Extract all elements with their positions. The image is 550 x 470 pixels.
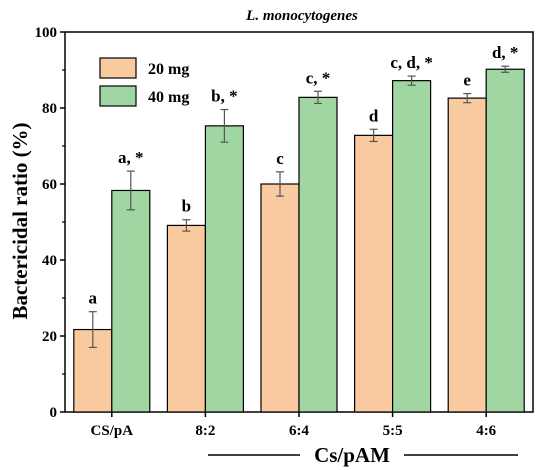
significance-label: b	[182, 197, 191, 216]
bar	[260, 183, 300, 413]
y-axis-title: Bactericidal ratio (%)	[8, 122, 32, 319]
x-tick-label: 6:4	[289, 423, 309, 439]
x-tick-label: 4:6	[476, 423, 496, 439]
plot-area: 0 20 40 60 80 100 CS/pA a a, * 8:2 b b, * 6:4 c c, * 5:…	[35, 25, 534, 439]
significance-label: c, *	[306, 68, 331, 87]
y-tick-label: 0	[50, 405, 58, 421]
bar	[166, 224, 206, 413]
significance-label: a	[89, 289, 98, 308]
significance-label: e	[463, 71, 471, 90]
bar	[354, 134, 394, 413]
y-tick-label: 60	[42, 177, 57, 193]
legend: 20 mg 40 mg	[99, 57, 189, 107]
chart-title: L. monocytogenes	[245, 8, 358, 24]
x-axis-title: Cs/pAM	[314, 443, 390, 467]
x-tick-label: 5:5	[383, 423, 403, 439]
y-tick-label: 100	[35, 25, 58, 41]
x-tick-label: 8:2	[195, 423, 215, 439]
bar	[485, 68, 525, 413]
legend-label: 20 mg	[148, 61, 189, 78]
bar	[298, 96, 338, 413]
x-tick-label: CS/pA	[91, 423, 134, 439]
y-tick-label: 40	[42, 253, 57, 269]
significance-label: c, d, *	[390, 53, 433, 72]
legend-swatch	[99, 85, 137, 107]
significance-label: a, *	[118, 148, 144, 167]
bar	[447, 97, 487, 413]
legend-swatch	[99, 57, 137, 79]
bar	[392, 80, 432, 413]
y-tick-label: 20	[42, 329, 57, 345]
significance-label: c	[276, 149, 284, 168]
legend-label: 40 mg	[148, 89, 189, 106]
bar	[204, 125, 244, 413]
y-tick-label: 80	[42, 101, 57, 117]
significance-label: d	[369, 106, 379, 125]
significance-label: b, *	[211, 87, 237, 106]
bar	[111, 189, 151, 413]
significance-label: d, *	[492, 43, 518, 62]
